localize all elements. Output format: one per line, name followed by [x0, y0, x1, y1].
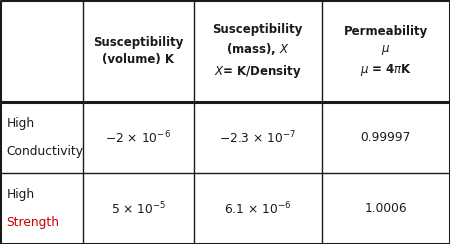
- Text: 0.99997: 0.99997: [361, 131, 411, 144]
- Text: Susceptibility
(mass), $\mathit{X}$
$\mathit{X}$= K/Density: Susceptibility (mass), $\mathit{X}$ $\ma…: [212, 23, 303, 80]
- Text: $-$2.3 $\times$ 10$^{-7}$: $-$2.3 $\times$ 10$^{-7}$: [219, 130, 296, 146]
- Text: High: High: [6, 188, 34, 201]
- Text: High: High: [6, 117, 34, 130]
- Text: $-$2 $\times$ 10$^{-6}$: $-$2 $\times$ 10$^{-6}$: [105, 130, 171, 146]
- Text: Strength: Strength: [6, 216, 59, 229]
- Text: Susceptibility
(volume) K: Susceptibility (volume) K: [93, 36, 184, 66]
- Text: 1.0006: 1.0006: [364, 202, 407, 215]
- Text: 6.1 $\times$ 10$^{-6}$: 6.1 $\times$ 10$^{-6}$: [224, 200, 291, 217]
- Text: Conductivity: Conductivity: [6, 145, 83, 158]
- Text: Permeability
$\mu$
$\mu$ = 4$\pi$K: Permeability $\mu$ $\mu$ = 4$\pi$K: [344, 24, 428, 78]
- Text: 5 $\times$ 10$^{-5}$: 5 $\times$ 10$^{-5}$: [111, 200, 166, 217]
